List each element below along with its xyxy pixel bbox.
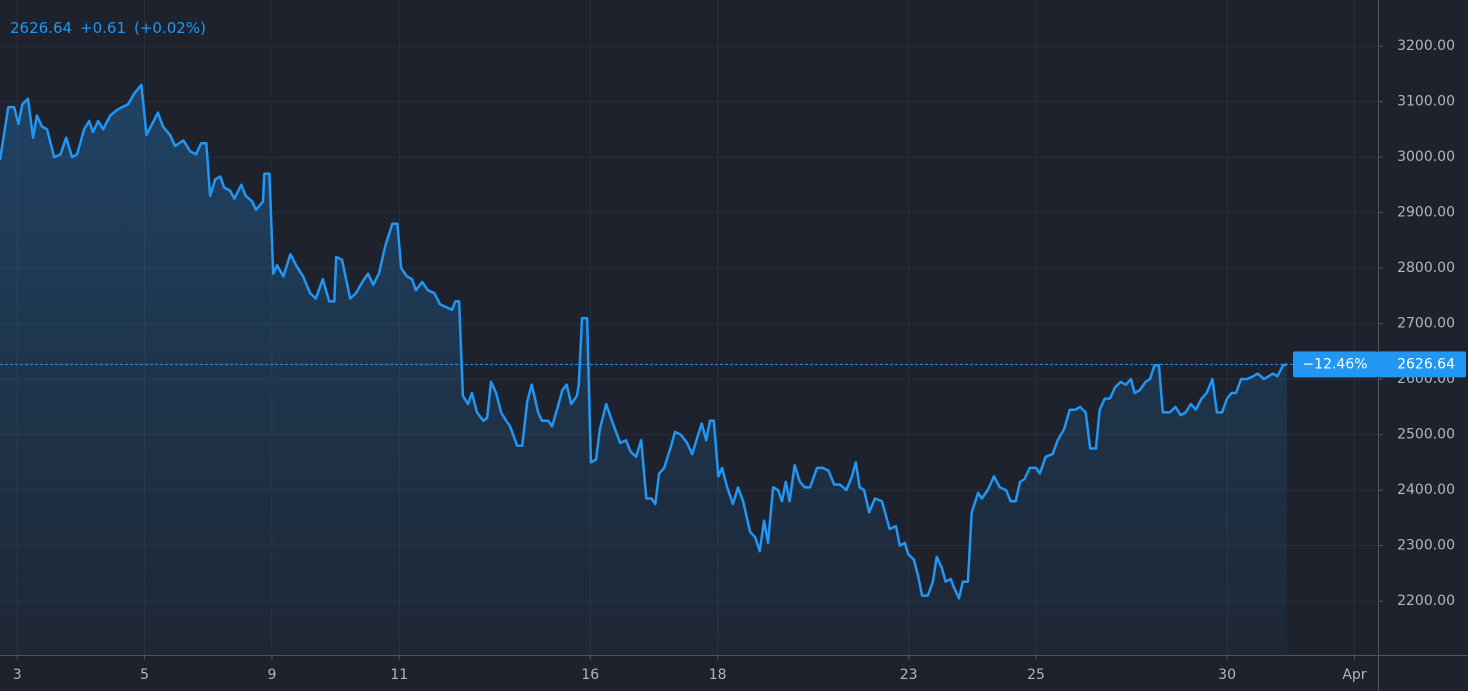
y-tick-label: 2400.00	[1397, 482, 1455, 498]
last-price-label: 2626.64	[1397, 356, 1455, 372]
area-fill	[0, 84, 1287, 655]
range-change: −12.46%	[1302, 356, 1367, 372]
change-percent: (+0.02%)	[134, 19, 206, 37]
plot	[0, 83, 1378, 655]
y-tick-label: 2800.00	[1397, 260, 1455, 276]
last-price: 2626.64	[10, 19, 72, 37]
axes: 2200.002300.002400.002500.002600.002700.…	[13, 38, 1466, 683]
range-change-badge	[1293, 351, 1378, 378]
x-tick-label: 3	[13, 667, 22, 683]
y-tick-label: 2200.00	[1397, 593, 1455, 609]
y-tick-label: 3000.00	[1397, 149, 1455, 165]
y-tick-label: 2700.00	[1397, 316, 1455, 332]
y-tick-label: 2300.00	[1397, 538, 1455, 554]
x-tick-label: 30	[1218, 667, 1236, 683]
y-tick-label: 2900.00	[1397, 205, 1455, 221]
x-tick-label: 11	[390, 667, 408, 683]
x-tick-label: 9	[267, 667, 276, 683]
x-tick-label: Apr	[1342, 667, 1366, 683]
change: +0.61	[80, 19, 126, 37]
y-tick-label: 2500.00	[1397, 427, 1455, 443]
y-tick-label: 3200.00	[1397, 38, 1455, 54]
x-tick-label: 5	[140, 667, 149, 683]
x-tick-label: 25	[1027, 667, 1045, 683]
price-line	[0, 83, 1288, 600]
x-tick-label: 16	[581, 667, 599, 683]
x-tick-label: 18	[709, 667, 727, 683]
x-tick-label: 23	[900, 667, 918, 683]
y-tick-label: 3100.00	[1397, 94, 1455, 110]
last-price-badge	[1378, 351, 1466, 378]
legend-header: 2626.64 +0.61 (+0.02%)	[10, 19, 206, 37]
